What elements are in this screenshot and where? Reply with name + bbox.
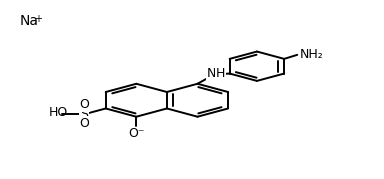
Text: N: N bbox=[207, 67, 216, 79]
Text: HO: HO bbox=[48, 106, 68, 119]
Text: +: + bbox=[34, 14, 42, 24]
Text: O⁻: O⁻ bbox=[128, 127, 144, 140]
Text: O: O bbox=[79, 117, 89, 130]
Text: H: H bbox=[216, 67, 225, 79]
Text: S: S bbox=[80, 108, 88, 121]
Text: Na: Na bbox=[19, 14, 38, 28]
Text: NH₂: NH₂ bbox=[300, 48, 324, 61]
Text: O: O bbox=[79, 98, 89, 112]
